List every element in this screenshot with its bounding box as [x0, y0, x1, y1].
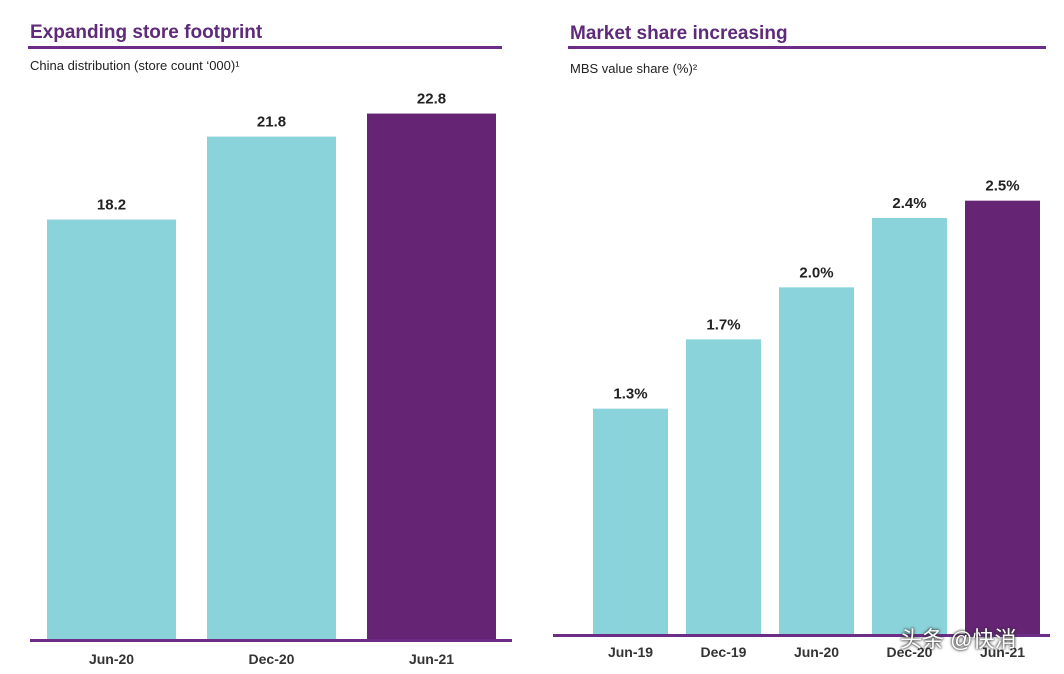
x-tick-label: Dec-19: [701, 644, 747, 660]
store-footprint-chart: 18.2 Jun-20 21.8 Dec-20 22.8 Jun-21: [30, 91, 512, 667]
bar-dec-20: [207, 136, 336, 640]
market-share-title: Market share increasing: [570, 23, 788, 44]
watermark-text: 头条 @快消: [900, 627, 1017, 652]
bar-jun-19: [593, 408, 668, 634]
x-tick-label: Jun-19: [608, 644, 653, 660]
market-share-chart: 1.3% Jun-19 1.7% Dec-19 2.0% Jun-20 2.4% Dec-20…: [553, 178, 1050, 660]
store-footprint-title-rule: [28, 46, 502, 49]
data-label: 18.2: [97, 197, 126, 214]
x-tick-label: Jun-20: [89, 651, 134, 667]
market-share-panel: Market share increasing MBS value share …: [530, 0, 1064, 674]
bar-jun-21: [367, 113, 496, 640]
x-tick-label: Dec-20: [887, 644, 933, 660]
bar-dec-20: [872, 218, 947, 634]
x-tick-label: Dec-20: [249, 651, 295, 667]
bar-jun-20: [47, 219, 176, 640]
store-footprint-panel: Expanding store footprint China distribu…: [0, 0, 530, 674]
x-tick-label: Jun-20: [794, 644, 839, 660]
data-label: 1.7%: [706, 316, 740, 333]
bar-jun-20: [779, 287, 854, 634]
x-tick-label: Jun-21: [409, 651, 454, 667]
data-label: 2.4%: [892, 195, 926, 212]
bar-jun-21: [965, 200, 1040, 634]
data-label: 2.5%: [985, 178, 1019, 195]
data-label: 21.8: [257, 114, 286, 131]
data-label: 2.0%: [799, 264, 833, 281]
market-share-title-rule: [568, 46, 1046, 49]
store-footprint-subtitle: China distribution (store count ‘000)¹: [30, 58, 240, 73]
store-footprint-title: Expanding store footprint: [30, 22, 263, 43]
market-share-subtitle: MBS value share (%)²: [570, 61, 698, 76]
data-label: 1.3%: [613, 386, 647, 403]
x-tick-label: Jun-21: [980, 644, 1025, 660]
bar-dec-19: [686, 339, 761, 634]
data-label: 22.8: [417, 91, 446, 108]
